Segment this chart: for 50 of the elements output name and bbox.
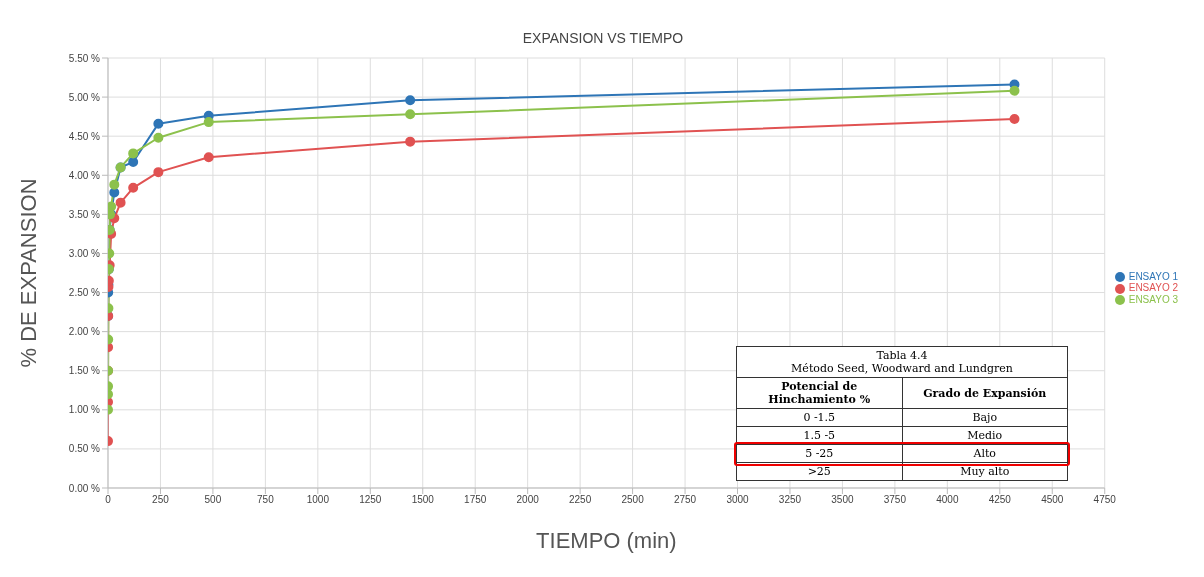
annotation: Método Seed, Woodward and Lundgren bbox=[791, 362, 1013, 375]
annotation: Grado de Expansión bbox=[902, 377, 1068, 409]
legend-label: ENSAYO 2 bbox=[1128, 282, 1178, 294]
annotation: Muy alto bbox=[902, 462, 1068, 481]
x-tick-label: 2750 bbox=[673, 494, 697, 506]
annotation: 0 -1.5 bbox=[736, 408, 902, 427]
y-tick-label: 0.50 % bbox=[68, 443, 101, 455]
annotation: Bajo bbox=[902, 408, 1068, 427]
x-tick-label: 2250 bbox=[569, 494, 592, 506]
x-tick-label: 2500 bbox=[621, 494, 645, 506]
x-tick-label: 4500 bbox=[1041, 494, 1064, 506]
annotation: 5 -25 bbox=[736, 444, 902, 463]
y-tick-label: 4.50 % bbox=[68, 130, 101, 142]
x-tick-label: 1250 bbox=[359, 494, 382, 506]
x-tick-label: 3250 bbox=[778, 494, 802, 506]
y-axis-title: % DE EXPANSION bbox=[15, 178, 41, 368]
x-tick-label: 750 bbox=[257, 494, 275, 506]
x-tick-label: 2000 bbox=[516, 494, 540, 506]
y-tick-label: 4.00 % bbox=[68, 169, 101, 181]
x-tick-label: 4750 bbox=[1093, 494, 1117, 506]
x-tick-label: 4000 bbox=[936, 494, 959, 506]
x-tick-label: 1750 bbox=[464, 494, 487, 506]
y-tick-label: 0.00 % bbox=[68, 482, 101, 494]
x-tick-label: 3000 bbox=[726, 494, 750, 506]
annotation: Potencial de Hinchamiento % bbox=[736, 377, 902, 409]
annotation: 1.5 -5 bbox=[736, 426, 902, 445]
x-axis-title: TIEMPO (min) bbox=[536, 528, 677, 553]
y-tick-label: 1.00 % bbox=[68, 404, 101, 416]
annotation: Tabla 4.4 bbox=[876, 349, 928, 362]
x-tick-label: 250 bbox=[152, 494, 170, 506]
x-tick-label: 1500 bbox=[411, 494, 435, 506]
chart-title: EXPANSION VS TIEMPO bbox=[521, 30, 685, 46]
x-tick-label: 3500 bbox=[831, 494, 854, 506]
x-tick-label: 4250 bbox=[988, 494, 1012, 506]
y-tick-label: 3.50 % bbox=[68, 208, 101, 220]
y-tick-label: 1.50 % bbox=[68, 365, 101, 377]
y-tick-label: 5.50 % bbox=[68, 52, 101, 64]
x-tick-label: 3750 bbox=[883, 494, 907, 506]
annotation: Alto bbox=[902, 444, 1068, 463]
x-tick-label: 1000 bbox=[306, 494, 330, 506]
legend-label: ENSAYO 1 bbox=[1128, 270, 1178, 282]
y-tick-label: 3.00 % bbox=[68, 248, 101, 259]
x-tick-label: 500 bbox=[204, 494, 222, 506]
y-tick-label: 2.00 % bbox=[68, 326, 101, 338]
x-tick-label: 0 bbox=[105, 494, 112, 506]
annotation: >25 bbox=[736, 462, 902, 481]
annotation: Medio bbox=[902, 426, 1068, 445]
y-tick-label: 5.00 % bbox=[68, 91, 101, 103]
y-tick-label: 2.50 % bbox=[68, 287, 101, 299]
legend-label: ENSAYO 3 bbox=[1128, 293, 1178, 305]
